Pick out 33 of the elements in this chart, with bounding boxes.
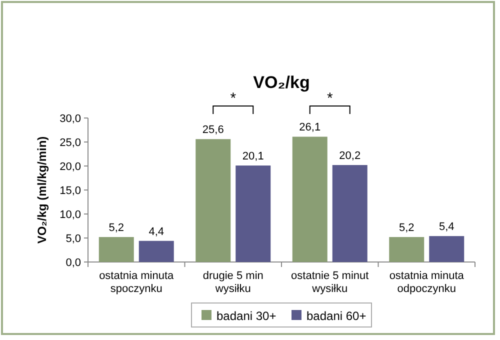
text: * (326, 90, 333, 107)
data-label: 5,4 (438, 221, 454, 234)
bar (236, 166, 271, 262)
bar (332, 165, 368, 262)
bar (98, 237, 134, 262)
y-tick-label: 25,0 (60, 137, 81, 149)
y-tick-label: 5,0 (66, 233, 81, 245)
y-axis-title: VO₂/kg (ml/kg/min) (35, 136, 49, 244)
y-tick-label: 15,0 (60, 185, 81, 197)
data-label: 26,1 (299, 122, 321, 134)
x-tick-label: ostatnia minuta spoczynku (99, 270, 175, 295)
x-tick-label: drugie 5 min wysiłku (202, 270, 264, 295)
x-tick-label: ostatnie 5 minut wysiłku (291, 270, 369, 295)
data-label: 20,2 (339, 150, 361, 162)
y-tick-label: 0,0 (66, 257, 81, 269)
y-tick-label: 20,0 (60, 161, 81, 173)
data-label: 5,2 (398, 222, 414, 234)
bar (292, 136, 328, 262)
bar (138, 240, 174, 262)
data-label: 4,4 (148, 226, 164, 238)
y-tick-label: 30,0 (60, 113, 81, 125)
y-tick-label: 10,0 (60, 209, 81, 221)
chart-title: VO₂/kg (253, 73, 310, 92)
data-label: 25,6 (202, 124, 224, 136)
bar (429, 236, 464, 262)
data-label: 20,1 (242, 150, 264, 163)
data-label: 5,2 (108, 222, 124, 234)
text: * (230, 90, 236, 107)
bar (389, 237, 424, 262)
bar (196, 139, 231, 262)
legend-label: badani 30+ (216, 309, 276, 323)
legend-label: badani 60+ (306, 309, 366, 323)
x-tick-label: ostatnia minuta odpoczynku (389, 270, 465, 295)
